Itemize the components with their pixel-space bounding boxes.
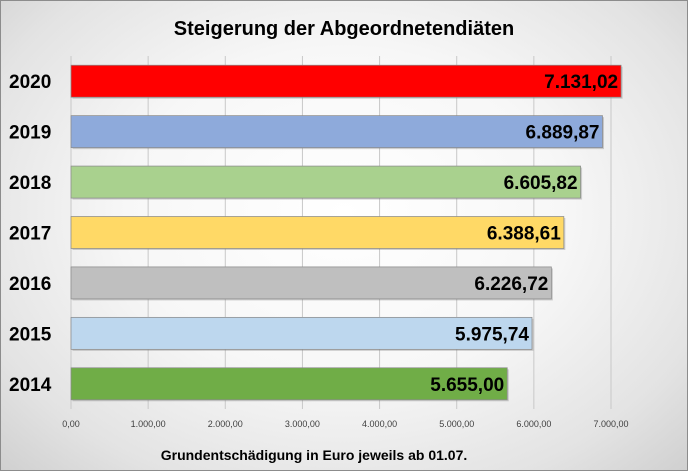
category-label: 2019	[9, 123, 51, 144]
category-label: 2014	[9, 375, 52, 396]
bar	[70, 367, 508, 401]
x-tick-label: 6.000,00	[516, 419, 551, 429]
category-label: 2015	[9, 324, 52, 345]
data-label: 7.131,02	[544, 72, 618, 93]
x-tick-label: 4.000,00	[362, 419, 397, 429]
x-axis-label: Grundentschädigung in Euro jeweils ab 01…	[161, 447, 468, 463]
category-label: 2020	[9, 72, 51, 93]
x-tick-label: 0,00	[62, 419, 80, 429]
data-label: 6.889,87	[526, 123, 600, 144]
bars: 2020 7.131,02 2019 6.889,87 2018 6.605,82 2017…	[9, 64, 623, 402]
data-label: 5.655,00	[430, 375, 504, 396]
x-tick-label: 2.000,00	[208, 419, 243, 429]
data-label: 6.388,61	[487, 224, 561, 245]
category-label: 2017	[9, 224, 51, 245]
x-axis-ticks: 0,00 1.000,00 2.000,00 3.000,00 4.000,00 5.00…	[62, 419, 628, 429]
category-label: 2016	[9, 274, 51, 295]
bar	[70, 64, 622, 98]
bar	[70, 316, 533, 350]
bar	[70, 216, 565, 249]
data-label: 6.605,82	[504, 173, 578, 194]
category-label: 2018	[9, 173, 51, 194]
x-tick-label: 3.000,00	[285, 419, 320, 429]
bar	[70, 165, 581, 199]
data-label: 5.975,74	[455, 324, 529, 345]
data-label: 6.226,72	[474, 274, 548, 295]
x-tick-label: 7.000,00	[593, 419, 628, 429]
x-tick-label: 5.000,00	[439, 419, 474, 429]
chart-title: Steigerung der Abgeordnetendiäten	[174, 18, 514, 40]
bar	[70, 115, 603, 149]
x-tick-label: 1.000,00	[131, 419, 166, 429]
bar	[70, 266, 552, 300]
